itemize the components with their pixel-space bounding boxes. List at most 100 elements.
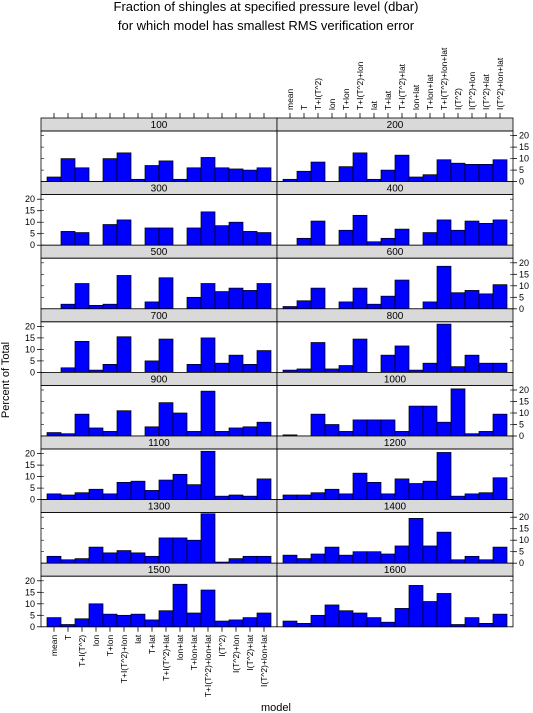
y-tick-label: 5 <box>519 420 524 430</box>
category-label-bottom: lon <box>91 635 101 647</box>
bar <box>172 583 188 628</box>
bar <box>338 365 354 373</box>
bar <box>478 223 494 246</box>
bar <box>394 279 410 310</box>
bar <box>200 589 216 628</box>
bar <box>46 432 62 437</box>
bar <box>478 559 494 564</box>
bar <box>464 617 480 628</box>
bar <box>464 493 480 500</box>
bar <box>282 620 298 628</box>
bar <box>366 419 382 437</box>
panel-strip-label: 800 <box>387 311 404 322</box>
bar <box>228 558 244 564</box>
top-category-axis: mean T T+I(T^2) lon T+lon T+I(T^2)+lon lat T+la… <box>53 47 505 118</box>
category-label-bottom: T+I(T^2)+lon <box>119 635 129 684</box>
y-tick-label: 15 <box>519 269 529 279</box>
panel-grid: 100 200 300 400 500 600 700 800 900 1000 1100 1200 1… <box>40 117 514 628</box>
bar <box>130 552 146 564</box>
bar <box>464 220 480 246</box>
bar <box>256 232 272 246</box>
y-tick-label: 15 <box>519 524 529 534</box>
bar <box>256 555 272 564</box>
y-tick-label: 10 <box>25 599 35 609</box>
bar <box>74 283 90 310</box>
bar <box>256 283 272 310</box>
bar <box>380 354 396 373</box>
bar <box>60 624 76 628</box>
bar <box>116 410 132 437</box>
panel: 1400 <box>276 499 514 564</box>
bar <box>144 619 160 628</box>
bar <box>88 305 104 310</box>
bar <box>144 301 160 310</box>
bar <box>380 493 396 500</box>
bar <box>242 555 258 564</box>
panel-strip-label: 200 <box>387 120 404 131</box>
bar <box>394 228 410 246</box>
bar <box>256 167 272 182</box>
bar <box>296 622 312 628</box>
bar <box>214 495 230 500</box>
bar <box>310 492 326 500</box>
bar <box>338 493 354 500</box>
bar <box>144 227 160 246</box>
category-label-bottom: T+I(T^2)+lat <box>161 634 171 681</box>
bar <box>296 237 312 246</box>
bar <box>422 174 438 182</box>
bar <box>186 612 202 628</box>
panel-strip-label: 1000 <box>384 374 407 385</box>
bar <box>422 545 438 564</box>
bar <box>158 402 174 437</box>
bar <box>464 555 480 564</box>
bar <box>436 531 452 564</box>
bar <box>282 494 298 500</box>
bar <box>310 287 326 310</box>
panel: 100 <box>40 117 278 182</box>
bar <box>74 167 90 182</box>
panel: 1000 <box>276 371 514 437</box>
bar <box>478 622 494 628</box>
bar <box>88 546 104 564</box>
y-tick-label: 10 <box>25 472 35 482</box>
bar <box>492 613 508 628</box>
bar <box>242 617 258 628</box>
y-tick-label: 0 <box>30 495 35 505</box>
category-label-top: T+I(T^2)+lon+lat <box>439 47 449 110</box>
y-tick-label: 20 <box>519 258 529 268</box>
y-tick-label: 10 <box>519 281 529 291</box>
bar <box>338 431 354 437</box>
bar <box>116 152 132 182</box>
bar <box>102 303 118 310</box>
category-label-top: lon <box>327 98 337 110</box>
bar <box>172 537 188 564</box>
bar <box>200 157 216 182</box>
panel: 1100 <box>40 435 278 500</box>
panel: 700 <box>40 308 278 373</box>
bar <box>436 593 452 628</box>
bar <box>352 612 368 628</box>
panel: 200 <box>276 117 514 182</box>
category-label-bottom: mean <box>49 635 59 657</box>
bar <box>422 480 438 500</box>
y-tick-label: 0 <box>30 240 35 250</box>
category-label-top: lat <box>369 100 379 110</box>
y-tick-label: 5 <box>30 483 35 493</box>
bar <box>228 427 244 437</box>
bar <box>352 214 368 246</box>
category-label-bottom: T+lon <box>105 635 115 657</box>
bar <box>394 478 410 500</box>
bar <box>352 287 368 310</box>
bar <box>200 513 216 564</box>
bar <box>310 220 326 246</box>
category-label-bottom: T+I(T^2) <box>77 635 87 667</box>
bar <box>242 290 258 310</box>
category-label-top: T+lon <box>341 88 351 110</box>
category-label-bottom: lat <box>133 634 143 644</box>
y-axis-label: Percent of Total <box>0 342 12 418</box>
bar <box>256 350 272 373</box>
panel-strip-label: 900 <box>151 374 168 385</box>
bar <box>102 431 118 437</box>
category-label-top: lon+lat <box>411 84 421 110</box>
panel: 900 <box>40 371 278 437</box>
